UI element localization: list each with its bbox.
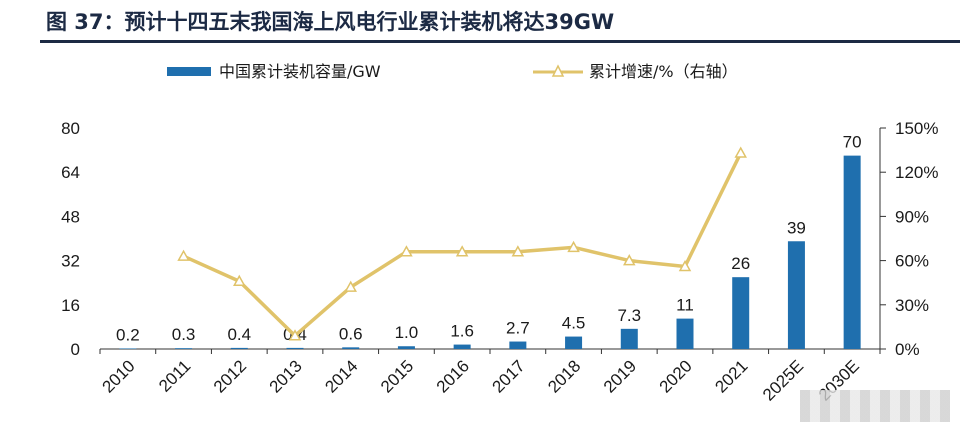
title-bar: 图 37：预计十四五末我国海上风电行业累计装机将达39GW bbox=[0, 0, 960, 44]
x-tick-label: 2020 bbox=[656, 356, 696, 396]
legend-label-bar: 中国累计装机容量/GW bbox=[219, 62, 381, 81]
y-right-tick-label: 150% bbox=[895, 119, 938, 138]
bar bbox=[453, 344, 471, 349]
bar-data-label: 1.0 bbox=[395, 323, 419, 342]
page-title: 图 37：预计十四五末我国海上风电行业累计装机将达39GW bbox=[46, 10, 615, 34]
bar-data-label: 0.2 bbox=[116, 325, 140, 344]
growth-point bbox=[511, 245, 525, 257]
bar-data-label: 1.6 bbox=[450, 322, 474, 341]
x-tick-label: 2015 bbox=[377, 356, 417, 396]
bar bbox=[843, 155, 861, 349]
bar-data-label: 4.5 bbox=[562, 314, 586, 333]
growth-point bbox=[344, 280, 357, 292]
bar-data-label: 0.4 bbox=[227, 325, 251, 344]
bar-data-label: 0.6 bbox=[339, 324, 363, 343]
y-right-tick-label: 90% bbox=[895, 207, 929, 226]
growth-point bbox=[177, 249, 190, 261]
bar bbox=[119, 348, 137, 350]
bar-data-label: 26 bbox=[731, 254, 750, 273]
growth-point bbox=[678, 259, 692, 272]
x-tick-label: 2018 bbox=[544, 356, 584, 396]
y-right-tick-label: 0% bbox=[895, 340, 920, 359]
x-tick-label: 2014 bbox=[321, 356, 361, 396]
growth-point bbox=[455, 245, 469, 257]
bar bbox=[175, 348, 193, 349]
y-left-tick-label: 0 bbox=[71, 340, 80, 359]
y-left-tick-label: 64 bbox=[61, 163, 80, 182]
bar-data-label: 70 bbox=[843, 133, 862, 152]
legend-marker-triangle-icon bbox=[551, 64, 565, 77]
growth-point bbox=[623, 254, 636, 266]
y-left-tick-label: 80 bbox=[61, 119, 80, 138]
legend-label-line: 累计增速/%（右轴） bbox=[589, 62, 738, 81]
y-left-tick-label: 32 bbox=[61, 252, 80, 271]
growth-point bbox=[400, 245, 413, 257]
bar bbox=[342, 347, 360, 349]
bar-data-label: 39 bbox=[787, 218, 806, 237]
x-tick-label: 2017 bbox=[489, 356, 529, 396]
y-right-tick-label: 30% bbox=[895, 296, 929, 315]
bar bbox=[787, 241, 805, 349]
x-tick-label: 2019 bbox=[600, 356, 640, 396]
title-divider bbox=[40, 40, 960, 43]
growth-line bbox=[182, 152, 743, 338]
y-left-tick-label: 16 bbox=[61, 296, 80, 315]
growth-point bbox=[288, 329, 302, 341]
growth-point bbox=[233, 274, 246, 286]
bar bbox=[676, 318, 694, 349]
y-left-tick-label: 48 bbox=[61, 207, 80, 226]
bar-data-label: 11 bbox=[676, 296, 694, 315]
growth-point bbox=[734, 146, 747, 158]
x-tick-label: 2010 bbox=[99, 356, 139, 396]
y-right-tick-label: 60% bbox=[895, 252, 929, 271]
x-tick-label: 2011 bbox=[155, 356, 194, 395]
bar bbox=[620, 328, 638, 349]
bar-data-label: 7.3 bbox=[617, 306, 641, 325]
growth-point bbox=[567, 240, 580, 253]
bar-data-label: 0.3 bbox=[172, 325, 196, 344]
x-tick-label: 2021 bbox=[711, 356, 751, 396]
x-tick-label: 2013 bbox=[266, 356, 306, 396]
bar bbox=[565, 336, 583, 349]
bar bbox=[732, 277, 750, 349]
bar bbox=[286, 347, 304, 349]
bar-data-label: 2.7 bbox=[506, 319, 530, 338]
bar bbox=[230, 347, 248, 349]
y-right-tick-label: 120% bbox=[895, 163, 938, 182]
bar bbox=[509, 341, 527, 349]
legend-swatch-bar bbox=[167, 67, 211, 76]
watermark bbox=[800, 390, 950, 422]
bar bbox=[397, 346, 415, 349]
x-tick-label: 2012 bbox=[210, 356, 250, 396]
x-tick-label: 2016 bbox=[433, 356, 473, 396]
